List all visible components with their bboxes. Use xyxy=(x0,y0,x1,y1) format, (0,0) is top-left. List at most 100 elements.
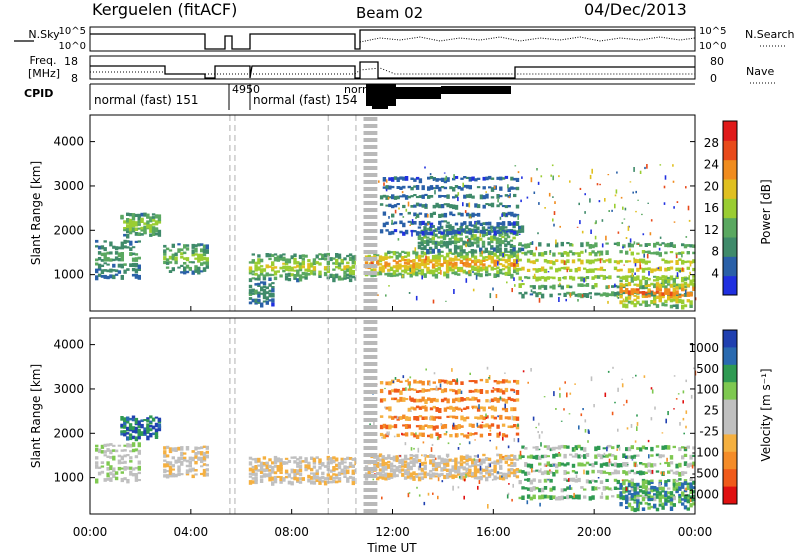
velocity-cell xyxy=(625,462,629,467)
power-cell xyxy=(131,213,136,218)
power-cell xyxy=(429,185,434,190)
power-cell xyxy=(379,195,384,200)
power-cell xyxy=(507,250,511,253)
power-cell xyxy=(543,268,548,274)
power-cell xyxy=(393,195,398,200)
power-cell xyxy=(653,283,657,289)
velocity-cell xyxy=(385,433,389,438)
power-cell xyxy=(507,187,511,192)
velocity-cell xyxy=(248,475,253,478)
power-cell xyxy=(452,187,456,192)
power-cell xyxy=(391,177,395,182)
velocity-cell xyxy=(627,496,632,501)
velocity-cell xyxy=(591,469,595,474)
velocity-cell xyxy=(452,406,456,412)
velocity-sparse-point xyxy=(625,399,628,404)
power-cell xyxy=(112,274,116,280)
velocity-cell xyxy=(655,495,660,499)
velocity-cell xyxy=(501,407,506,411)
power-gray-column-seg xyxy=(363,257,378,261)
power-cell xyxy=(664,299,668,303)
velocity-cell xyxy=(346,480,350,483)
velocity-cell xyxy=(376,455,380,460)
power-cell xyxy=(348,274,353,278)
power-cell xyxy=(509,243,514,249)
power-cell xyxy=(180,256,184,259)
power-ytick-label: 4000 xyxy=(53,135,84,149)
power-cell xyxy=(669,284,674,288)
velocity-sparse-point xyxy=(559,387,561,391)
velocity-cell xyxy=(504,454,508,457)
power-cell xyxy=(396,186,400,189)
velocity-colorbar-swatch xyxy=(723,486,737,505)
velocity-cell xyxy=(429,469,433,473)
velocity-cell xyxy=(388,415,392,419)
velocity-cell xyxy=(202,452,207,457)
power-cell xyxy=(467,237,472,243)
velocity-cell xyxy=(479,414,484,420)
power-sparse-point xyxy=(551,164,554,167)
velocity-cell xyxy=(452,389,456,393)
power-cell xyxy=(473,261,478,266)
power-cell xyxy=(675,283,679,289)
date-title: 04/Dec/2013 xyxy=(584,0,687,19)
velocity-sparse-point xyxy=(540,468,542,470)
velocity-cell xyxy=(583,488,587,491)
velocity-cell xyxy=(403,454,408,459)
velocity-cell xyxy=(177,465,181,471)
velocity-cell xyxy=(188,464,192,468)
power-cell xyxy=(259,258,264,263)
velocity-cell xyxy=(633,499,637,502)
power-cell xyxy=(403,261,408,265)
velocity-cell xyxy=(689,495,693,500)
velocity-cell xyxy=(389,457,394,460)
power-sparse-point xyxy=(637,199,639,201)
power-cell xyxy=(443,261,447,264)
power-cell xyxy=(262,300,267,303)
velocity-colorbar-tick: -500 xyxy=(692,467,719,481)
velocity-cell xyxy=(398,459,402,463)
velocity-cell xyxy=(613,462,618,467)
power-sparse-point xyxy=(443,240,446,245)
power-cell xyxy=(465,203,470,207)
velocity-cell xyxy=(376,472,380,475)
velocity-cell xyxy=(452,398,456,404)
power-cell xyxy=(630,243,634,248)
velocity-cell xyxy=(413,379,417,384)
velocity-cell xyxy=(622,495,626,500)
velocity-sparse-point xyxy=(632,377,634,379)
power-cell xyxy=(154,227,159,233)
velocity-cell xyxy=(202,445,207,448)
velocity-cell xyxy=(307,474,311,479)
velocity-cell xyxy=(591,495,595,500)
power-cell xyxy=(248,268,253,273)
power-cell xyxy=(340,277,344,281)
power-cell xyxy=(381,267,385,273)
velocity-cell xyxy=(318,476,322,482)
power-sparse-point xyxy=(673,206,675,209)
power-cell xyxy=(431,248,435,254)
velocity-cell xyxy=(549,487,553,492)
velocity-colorbar-tick: 25 xyxy=(704,404,719,418)
velocity-cell xyxy=(496,380,500,385)
power-cell xyxy=(318,270,322,276)
power-cell xyxy=(471,252,475,257)
power-cell xyxy=(134,257,139,262)
velocity-cell xyxy=(389,473,394,478)
velocity-sparse-point xyxy=(625,455,627,459)
power-cell xyxy=(265,286,269,290)
velocity-sparse-point xyxy=(502,436,504,441)
power-cell xyxy=(501,272,506,275)
velocity-cell xyxy=(315,469,319,473)
velocity-cell xyxy=(440,389,445,394)
power-cell xyxy=(459,226,463,230)
velocity-cell xyxy=(151,425,156,430)
power-sparse-point xyxy=(632,191,634,194)
velocity-cell xyxy=(521,486,525,490)
velocity-gray-column-seg xyxy=(363,453,378,457)
power-sparse-point xyxy=(424,166,426,169)
power-cell xyxy=(429,222,434,228)
velocity-cell xyxy=(137,460,141,465)
power-cell xyxy=(418,231,423,234)
power-cell xyxy=(392,273,397,277)
